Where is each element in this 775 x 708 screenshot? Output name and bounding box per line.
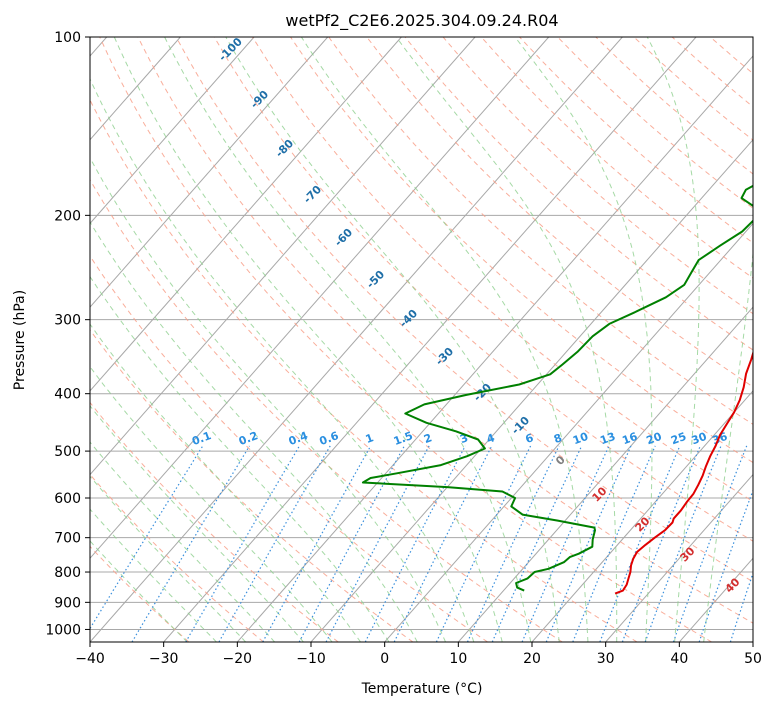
x-axis-label: Temperature (°C) — [361, 681, 483, 697]
mixing-ratio-label: 30 — [690, 430, 709, 448]
x-tick-label: −10 — [296, 651, 326, 667]
mixing-ratio-label: 10 — [571, 430, 590, 448]
x-axis: −40 −30 −20 −10 0 10 20 30 40 50 — [75, 642, 762, 667]
mixing-ratio-line — [729, 571, 753, 642]
mixing-ratio-line — [521, 445, 610, 642]
mixing-ratio-line — [393, 445, 493, 642]
isotherm-line — [236, 55, 753, 642]
isotherm-line — [457, 306, 753, 642]
moist-adiabat — [225, 37, 560, 642]
y-tick-label: 500 — [54, 444, 81, 460]
mixing-ratio-line — [435, 445, 532, 642]
dry-adiabat — [175, 37, 753, 583]
mixing-ratio-label: 25 — [669, 430, 688, 447]
moist-adiabat — [113, 37, 503, 642]
moist-adiabat — [646, 37, 700, 642]
isotherm-line — [90, 37, 255, 225]
x-tick-label: 10 — [449, 651, 467, 667]
x-tick-label: 30 — [597, 651, 615, 667]
y-tick-label: 800 — [54, 565, 81, 581]
mixing-ratio-label: 1.5 — [392, 429, 415, 448]
dry-adiabat — [404, 37, 753, 351]
y-tick-label: 600 — [54, 491, 81, 507]
isotherm-line — [605, 473, 753, 642]
x-tick-label: −20 — [223, 651, 253, 667]
mixing-ratio-label: 13 — [598, 430, 617, 447]
isotherm-line — [163, 37, 697, 642]
x-tick-label: −40 — [75, 651, 105, 667]
moist-adiabat — [703, 249, 753, 642]
mixing-ratio-line — [262, 445, 372, 642]
profiles — [361, 184, 753, 595]
mixing-ratio-label: 0.4 — [287, 429, 310, 448]
dry-adiabat — [90, 255, 488, 642]
y-tick-label: 100 — [54, 30, 81, 46]
isotherm-line — [90, 37, 181, 141]
isotherm-line — [90, 37, 550, 560]
moist-adiabat — [514, 37, 653, 642]
moist-adiabat — [90, 475, 247, 642]
y-axis: 100 200 300 400 500 600 700 800 900 1000 — [45, 30, 90, 638]
dry-adiabat — [90, 98, 638, 642]
moist-adiabat — [300, 37, 589, 642]
x-tick-label: 0 — [380, 651, 389, 667]
mixing-ratio-line — [364, 445, 466, 642]
dewpoint-line — [361, 184, 753, 592]
background-lines — [90, 37, 753, 642]
mixing-ratio-label: 0.1 — [190, 429, 213, 448]
mixing-ratio-line — [672, 445, 748, 642]
mixing-ratio-label: 0.2 — [237, 429, 260, 448]
chart-title: wetPf2_C2E6.2025.304.09.24.R04 — [285, 11, 558, 31]
x-tick-label: 20 — [523, 651, 541, 667]
moist-adiabat — [90, 156, 447, 642]
dry-adiabat — [99, 37, 712, 642]
mixing-ratio-line — [90, 445, 204, 630]
y-axis-label: Pressure (hPa) — [12, 290, 28, 390]
moist-adiabat — [90, 221, 418, 642]
dry-adiabat — [90, 178, 563, 642]
moist-adiabat — [164, 37, 532, 642]
mixing-ratio-line — [644, 445, 722, 642]
x-tick-label: −30 — [149, 651, 179, 667]
mixing-ratio-label: 6 — [524, 431, 536, 446]
y-tick-label: 200 — [54, 208, 81, 224]
dry-adiabat — [328, 37, 753, 425]
temperature-line — [614, 350, 753, 595]
mixing-ratio-label: 16 — [620, 430, 639, 448]
isotherm-line — [531, 390, 753, 642]
mixing-ratio-label: 2 — [422, 431, 434, 446]
x-tick-label: 40 — [670, 651, 688, 667]
isotherm-line — [310, 138, 753, 642]
y-tick-label: 300 — [54, 313, 81, 329]
dry-adiabat — [90, 401, 339, 642]
isotherm-line — [90, 37, 402, 392]
mixing-ratio-line — [131, 445, 251, 642]
y-tick-label: 1000 — [45, 622, 81, 638]
dry-adiabat — [213, 37, 753, 542]
plot-frame — [89, 36, 754, 643]
x-tick-label: 50 — [744, 651, 762, 667]
mixing-ratio-label: 3 — [458, 431, 470, 446]
mixing-ratio-label: 1 — [364, 431, 376, 446]
moist-adiabat — [90, 77, 475, 642]
y-tick-label: 400 — [54, 387, 81, 403]
isotherm-line — [90, 37, 329, 308]
mixing-ratio-label: 0.6 — [318, 429, 341, 448]
y-tick-label: 700 — [54, 531, 81, 547]
isotherm-line — [384, 222, 753, 642]
mixing-ratio-label: 36 — [710, 430, 729, 448]
mixing-ratio-line — [621, 445, 701, 642]
mixing-ratio-label: 20 — [645, 430, 664, 448]
moist-adiabat — [90, 275, 390, 642]
mixing-ratio-line — [545, 445, 632, 642]
y-tick-label: 900 — [54, 595, 81, 611]
isotherm-line — [90, 37, 476, 476]
dry-adiabat — [90, 473, 264, 642]
dry-adiabat — [442, 37, 753, 315]
mixing-ratio-label: 8 — [552, 431, 564, 446]
mixing-ratio-label: 4 — [485, 431, 497, 446]
